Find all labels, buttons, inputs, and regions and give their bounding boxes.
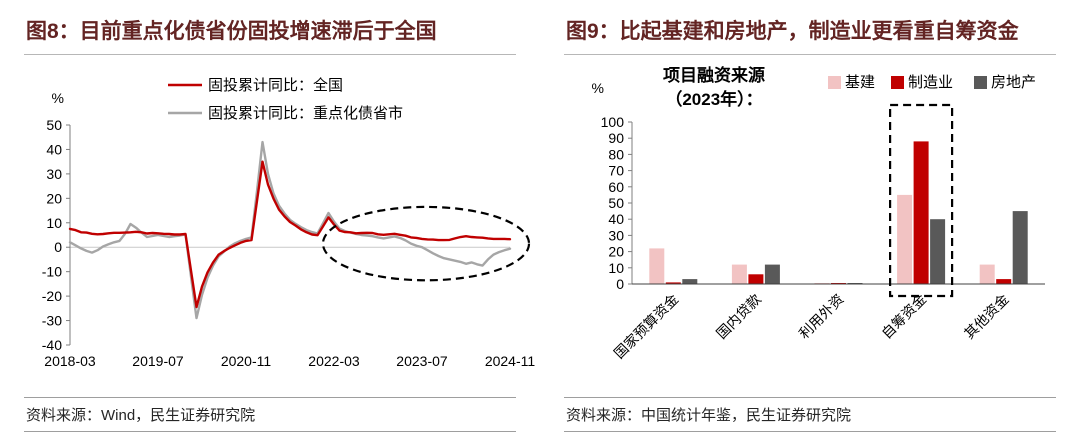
- bar-基建-国内贷款: [731, 264, 747, 284]
- highlight-rect: [889, 103, 954, 298]
- figure8-line-chart-svg: 50 40 30 20 10 0 -10 -20 -30 -40% 2018-03 2019-07 20…: [42, 76, 536, 369]
- figure9-source: 资料来源：中国统计年鉴，民生证券研究院: [564, 397, 1056, 432]
- bar-房地产-自筹资金: [930, 219, 946, 284]
- figure9-chart: 100 90 80 70 60 50 40 30 20 10 0% 项目融资来源 （2023年）： 基建制…: [564, 55, 1056, 395]
- y-tick-label: 70: [608, 163, 624, 179]
- y-tick-label: 0: [54, 239, 62, 255]
- y-axis-unit-label: %: [52, 90, 64, 106]
- y-tick-label: 90: [608, 130, 624, 146]
- bar-chart-title-line: 项目融资来源: [663, 65, 765, 85]
- bar-制造业-其他资金: [996, 279, 1012, 284]
- x-category-label: 自筹资金: [878, 291, 929, 342]
- x-tick-label: 2018-03: [44, 353, 96, 369]
- y-tick-label: -10: [42, 264, 62, 280]
- x-category-label: 利用外资: [796, 291, 847, 342]
- legend-color-swatch: [974, 76, 987, 89]
- series-line-固投累计同比：全国: [68, 160, 512, 309]
- figure8-title: 图8：目前重点化债省份固投增速滞后于全国: [24, 12, 516, 55]
- y-tick-label: 0: [616, 276, 624, 292]
- bar-基建-国家预算资金: [649, 248, 665, 284]
- y-tick-label: 30: [608, 227, 624, 243]
- y-tick-label: 50: [46, 117, 62, 133]
- legend-item-key-debt-provinces: 固投累计同比：重点化债省市: [168, 105, 403, 122]
- bar-chart-title-line: （2023年）：: [665, 89, 762, 109]
- bar-制造业-国内贷款: [748, 274, 764, 284]
- y-tick-label: 20: [46, 190, 62, 206]
- x-tick-label: 2022-03: [308, 353, 360, 369]
- y-tick-label: 40: [608, 211, 624, 227]
- legend-label: 固投累计同比：全国: [208, 76, 343, 94]
- y-tick-label: -20: [42, 288, 62, 304]
- y-tick-label: 80: [608, 146, 624, 162]
- bar-房地产-国家预算资金: [682, 279, 698, 284]
- x-tick-label: 2023-07: [396, 353, 448, 369]
- figure9-bar-chart-svg: 1009080706050403020100%项目融资来源（2023年）：基建制…: [592, 65, 1045, 362]
- legend-label: 固投累计同比：重点化债省市: [208, 105, 403, 122]
- x-category-label: 国家预算资金: [611, 291, 682, 362]
- figure9-panel: 图9：比起基建和房地产，制造业更看重自筹资金 100 90 80 70 60 50 40 30…: [540, 0, 1080, 442]
- legend-label: 房地产: [991, 74, 1036, 91]
- x-category-label: 国内贷款: [713, 291, 764, 342]
- legend-item-national: 固投累计同比：全国: [168, 76, 343, 94]
- y-tick-label: 20: [608, 244, 624, 260]
- y-tick-label: -40: [42, 337, 62, 353]
- bar-基建-其他资金: [979, 264, 995, 284]
- y-tick-label: 30: [46, 166, 62, 182]
- x-tick-label: 2024-11: [485, 353, 536, 369]
- legend-item-基建: 基建: [828, 74, 875, 91]
- y-tick-label: 100: [601, 114, 625, 130]
- y-tick-label: 40: [46, 141, 62, 157]
- y-tick-label: 60: [608, 179, 624, 195]
- bar-制造业-自筹资金: [913, 141, 929, 284]
- bar-房地产-其他资金: [1012, 211, 1028, 284]
- figure8-panel: 图8：目前重点化债省份固投增速滞后于全国 50 40 30 20 10 0 -10 -20 -3…: [24, 12, 536, 432]
- bar-房地产-国内贷款: [764, 264, 780, 284]
- x-tick-label: 2020-11: [221, 353, 272, 369]
- legend-color-swatch: [891, 76, 904, 89]
- figure8-chart: 50 40 30 20 10 0 -10 -20 -30 -40% 2018-03 2019-07 20…: [24, 55, 536, 395]
- legend-color-swatch: [828, 76, 841, 89]
- y-axis-unit-label: %: [592, 80, 604, 96]
- legend-label: 制造业: [908, 74, 953, 91]
- figure8-source: 资料来源：Wind，民生证券研究院: [24, 397, 516, 432]
- y-tick-label: 10: [46, 215, 62, 231]
- bar-基建-自筹资金: [897, 194, 913, 284]
- series-line-固投累计同比：重点化债省市: [68, 140, 512, 320]
- x-tick-label: 2019-07: [132, 353, 184, 369]
- y-tick-label: 10: [608, 260, 624, 276]
- legend-item-房地产: 房地产: [974, 74, 1036, 91]
- highlight-ellipse: [321, 205, 531, 282]
- y-tick-label: 50: [608, 195, 624, 211]
- legend-label: 基建: [845, 74, 875, 91]
- bar-制造业-国家预算资金: [665, 282, 681, 284]
- figure9-title: 图9：比起基建和房地产，制造业更看重自筹资金: [564, 12, 1056, 55]
- y-tick-label: -30: [42, 313, 62, 329]
- x-category-label: 其他资金: [961, 291, 1012, 342]
- legend-item-制造业: 制造业: [891, 74, 953, 91]
